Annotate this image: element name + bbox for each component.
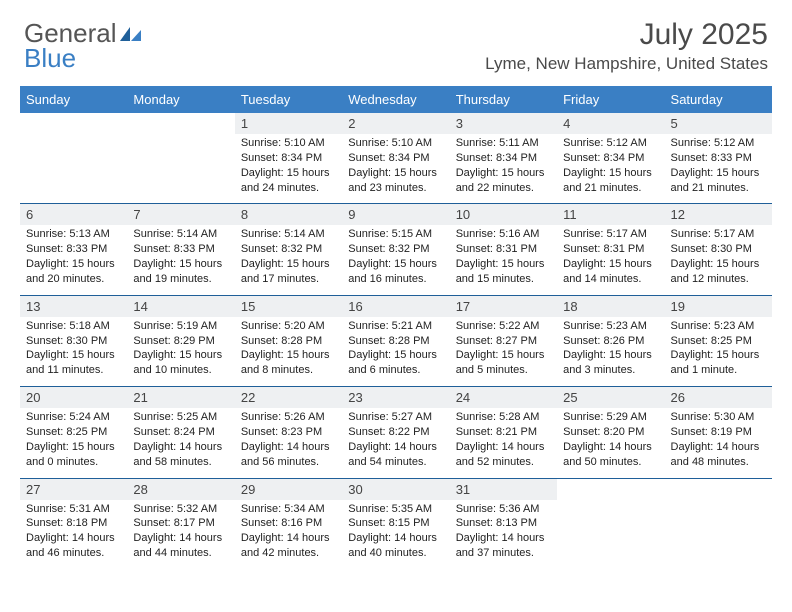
day-number: 17 [450,295,557,317]
day-header: Sunday [20,86,127,113]
day-header: Friday [557,86,664,113]
day-number-row: 13141516171819 [20,295,772,317]
day-number: 30 [342,478,449,500]
day-number: 1 [235,113,342,134]
title-block: July 2025 Lyme, New Hampshire, United St… [485,18,768,74]
day-number: 18 [557,295,664,317]
day-number: 26 [665,387,772,409]
day-number: 11 [557,204,664,226]
day-details: Sunrise: 5:34 AMSunset: 8:16 PMDaylight:… [235,500,342,569]
day-details: Sunrise: 5:10 AMSunset: 8:34 PMDaylight:… [235,134,342,204]
day-number-row: 20212223242526 [20,387,772,409]
day-header: Saturday [665,86,772,113]
logo-sail-icon [120,18,142,49]
day-details: Sunrise: 5:29 AMSunset: 8:20 PMDaylight:… [557,408,664,478]
day-details: Sunrise: 5:27 AMSunset: 8:22 PMDaylight:… [342,408,449,478]
day-details: Sunrise: 5:10 AMSunset: 8:34 PMDaylight:… [342,134,449,204]
day-number: 7 [127,204,234,226]
day-details: Sunrise: 5:17 AMSunset: 8:30 PMDaylight:… [665,225,772,295]
day-details: Sunrise: 5:18 AMSunset: 8:30 PMDaylight:… [20,317,127,387]
day-details: Sunrise: 5:20 AMSunset: 8:28 PMDaylight:… [235,317,342,387]
day-header: Tuesday [235,86,342,113]
day-number: 27 [20,478,127,500]
day-details: Sunrise: 5:19 AMSunset: 8:29 PMDaylight:… [127,317,234,387]
day-details: Sunrise: 5:25 AMSunset: 8:24 PMDaylight:… [127,408,234,478]
day-details: Sunrise: 5:26 AMSunset: 8:23 PMDaylight:… [235,408,342,478]
day-number: 2 [342,113,449,134]
day-details: Sunrise: 5:28 AMSunset: 8:21 PMDaylight:… [450,408,557,478]
empty-cell [20,113,127,134]
day-details: Sunrise: 5:32 AMSunset: 8:17 PMDaylight:… [127,500,234,569]
day-header: Wednesday [342,86,449,113]
day-number: 9 [342,204,449,226]
day-number: 19 [665,295,772,317]
day-number: 13 [20,295,127,317]
day-details: Sunrise: 5:36 AMSunset: 8:13 PMDaylight:… [450,500,557,569]
day-details: Sunrise: 5:23 AMSunset: 8:25 PMDaylight:… [665,317,772,387]
day-details: Sunrise: 5:23 AMSunset: 8:26 PMDaylight:… [557,317,664,387]
empty-cell [557,478,664,500]
day-number: 25 [557,387,664,409]
day-number-row: 2728293031 [20,478,772,500]
day-number: 23 [342,387,449,409]
day-number: 3 [450,113,557,134]
day-details: Sunrise: 5:17 AMSunset: 8:31 PMDaylight:… [557,225,664,295]
calendar-table: SundayMondayTuesdayWednesdayThursdayFrid… [20,86,772,569]
header: GeneralBlue July 2025 Lyme, New Hampshir… [0,0,792,78]
day-number: 14 [127,295,234,317]
day-content-row: Sunrise: 5:18 AMSunset: 8:30 PMDaylight:… [20,317,772,387]
empty-cell [127,134,234,204]
location: Lyme, New Hampshire, United States [485,54,768,74]
day-content-row: Sunrise: 5:24 AMSunset: 8:25 PMDaylight:… [20,408,772,478]
day-number: 22 [235,387,342,409]
day-details: Sunrise: 5:14 AMSunset: 8:33 PMDaylight:… [127,225,234,295]
day-number: 4 [557,113,664,134]
day-details: Sunrise: 5:11 AMSunset: 8:34 PMDaylight:… [450,134,557,204]
day-content-row: Sunrise: 5:31 AMSunset: 8:18 PMDaylight:… [20,500,772,569]
empty-cell [665,478,772,500]
day-details: Sunrise: 5:14 AMSunset: 8:32 PMDaylight:… [235,225,342,295]
day-details: Sunrise: 5:12 AMSunset: 8:34 PMDaylight:… [557,134,664,204]
month-title: July 2025 [485,18,768,52]
empty-cell [665,500,772,569]
empty-cell [127,113,234,134]
day-content-row: Sunrise: 5:13 AMSunset: 8:33 PMDaylight:… [20,225,772,295]
day-number: 24 [450,387,557,409]
day-number-row: 6789101112 [20,204,772,226]
day-number: 12 [665,204,772,226]
day-content-row: Sunrise: 5:10 AMSunset: 8:34 PMDaylight:… [20,134,772,204]
day-number: 21 [127,387,234,409]
day-number: 29 [235,478,342,500]
day-details: Sunrise: 5:21 AMSunset: 8:28 PMDaylight:… [342,317,449,387]
day-details: Sunrise: 5:13 AMSunset: 8:33 PMDaylight:… [20,225,127,295]
day-number: 28 [127,478,234,500]
day-header-row: SundayMondayTuesdayWednesdayThursdayFrid… [20,86,772,113]
day-details: Sunrise: 5:12 AMSunset: 8:33 PMDaylight:… [665,134,772,204]
day-details: Sunrise: 5:31 AMSunset: 8:18 PMDaylight:… [20,500,127,569]
empty-cell [557,500,664,569]
logo: GeneralBlue [24,18,142,74]
day-number: 31 [450,478,557,500]
day-details: Sunrise: 5:35 AMSunset: 8:15 PMDaylight:… [342,500,449,569]
day-number: 5 [665,113,772,134]
day-number: 8 [235,204,342,226]
day-number: 20 [20,387,127,409]
day-number: 6 [20,204,127,226]
day-details: Sunrise: 5:30 AMSunset: 8:19 PMDaylight:… [665,408,772,478]
day-number: 16 [342,295,449,317]
day-number: 10 [450,204,557,226]
day-number-row: 12345 [20,113,772,134]
day-details: Sunrise: 5:24 AMSunset: 8:25 PMDaylight:… [20,408,127,478]
day-details: Sunrise: 5:15 AMSunset: 8:32 PMDaylight:… [342,225,449,295]
empty-cell [20,134,127,204]
day-number: 15 [235,295,342,317]
day-header: Monday [127,86,234,113]
day-details: Sunrise: 5:16 AMSunset: 8:31 PMDaylight:… [450,225,557,295]
day-header: Thursday [450,86,557,113]
day-details: Sunrise: 5:22 AMSunset: 8:27 PMDaylight:… [450,317,557,387]
